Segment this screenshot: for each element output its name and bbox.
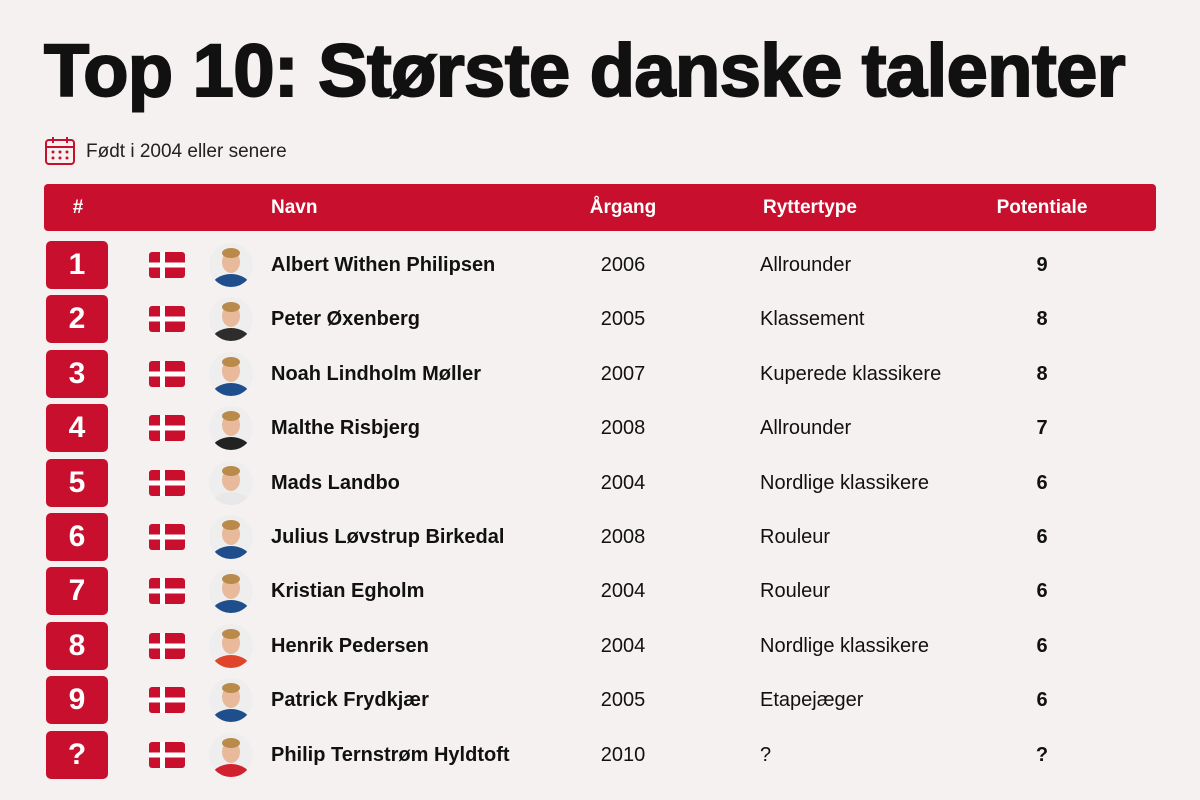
year: 2004 bbox=[600, 471, 646, 494]
year: 2007 bbox=[600, 362, 646, 385]
rank-badge: 1 bbox=[46, 241, 108, 289]
avatar bbox=[209, 243, 253, 287]
potential: 6 bbox=[1036, 689, 1048, 712]
rider-type: Kuperede klassikere bbox=[760, 362, 942, 385]
rank-badge: 2 bbox=[46, 295, 108, 344]
rider-type: Nordlige klassikere bbox=[760, 634, 929, 657]
table-header: # Navn Årgang Ryttertype Potentiale bbox=[44, 184, 1156, 231]
rider-type: Klassement bbox=[760, 308, 865, 331]
rank-badge: 8 bbox=[46, 621, 108, 670]
rider-name: Henrik Pedersen bbox=[271, 634, 429, 657]
flag bbox=[149, 578, 185, 605]
avatar bbox=[209, 515, 253, 559]
rider-type: Etapejæger bbox=[760, 689, 864, 712]
potential: 7 bbox=[1036, 417, 1048, 440]
rider-name: Noah Lindholm Møller bbox=[271, 362, 481, 385]
subtitle: Født i 2004 eller senere bbox=[86, 141, 287, 162]
year: 2004 bbox=[600, 634, 646, 657]
flag bbox=[149, 306, 185, 333]
column-header: Potentiale bbox=[996, 197, 1088, 218]
rank-badge: 5 bbox=[46, 458, 108, 507]
calendar-icon bbox=[45, 137, 75, 165]
flag bbox=[149, 741, 185, 768]
potential: 9 bbox=[1036, 254, 1048, 276]
avatar bbox=[209, 406, 253, 451]
year: 2004 bbox=[600, 580, 646, 603]
flag bbox=[149, 252, 185, 278]
flag bbox=[149, 524, 185, 550]
rider-name: Julius Løvstrup Birkedal bbox=[271, 526, 505, 548]
rank-badge: 6 bbox=[46, 513, 108, 561]
rider-type: ? bbox=[760, 743, 772, 766]
avatar bbox=[209, 569, 253, 614]
year: 2005 bbox=[600, 689, 646, 712]
column-header: Ryttertype bbox=[763, 197, 857, 218]
rank-badge: 9 bbox=[46, 676, 108, 725]
rider-name: Malthe Risbjerg bbox=[271, 417, 420, 440]
rider-type: Nordlige klassikere bbox=[760, 471, 929, 494]
flag bbox=[149, 360, 185, 387]
year: 2010 bbox=[600, 743, 646, 766]
rider-name: Albert Withen Philipsen bbox=[271, 254, 496, 276]
avatar bbox=[209, 623, 253, 668]
flag bbox=[149, 632, 185, 659]
potential: ? bbox=[1035, 743, 1049, 766]
flag bbox=[149, 469, 185, 496]
flag bbox=[149, 687, 185, 714]
rider-type: Rouleur bbox=[760, 580, 831, 603]
rider-type: Rouleur bbox=[760, 526, 831, 548]
rider-name: Patrick Frydkjær bbox=[271, 689, 429, 712]
column-header: Navn bbox=[271, 197, 318, 218]
year: 2006 bbox=[600, 254, 646, 276]
flag bbox=[149, 415, 185, 442]
rider-name: Mads Landbo bbox=[271, 471, 400, 494]
potential: 6 bbox=[1036, 634, 1048, 657]
rider-name: Philip Ternstrøm Hyldtoft bbox=[271, 743, 510, 766]
rider-name: Kristian Egholm bbox=[271, 580, 425, 603]
potential: 6 bbox=[1036, 526, 1048, 548]
avatar bbox=[209, 297, 253, 342]
potential: 8 bbox=[1036, 362, 1048, 385]
rank-badge: 3 bbox=[46, 349, 108, 398]
avatar bbox=[209, 351, 253, 396]
rank-badge: 7 bbox=[46, 567, 108, 616]
potential: 6 bbox=[1036, 471, 1048, 494]
rank-badge: ? bbox=[46, 730, 108, 779]
potential: 6 bbox=[1036, 580, 1048, 603]
year: 2008 bbox=[600, 526, 646, 548]
potential: 8 bbox=[1036, 308, 1048, 331]
avatar bbox=[209, 460, 253, 505]
avatar bbox=[209, 732, 253, 777]
year: 2008 bbox=[600, 417, 646, 440]
title: Top 10: Største danske talenter bbox=[43, 28, 1127, 113]
avatar bbox=[209, 678, 253, 723]
rider-type: Allrounder bbox=[760, 417, 852, 440]
rider-type: Allrounder bbox=[760, 254, 852, 276]
column-header: # bbox=[72, 197, 84, 218]
rank-badge: 4 bbox=[46, 404, 108, 453]
column-header: Årgang bbox=[589, 197, 657, 218]
year: 2005 bbox=[600, 308, 646, 331]
rider-name: Peter Øxenberg bbox=[271, 308, 420, 331]
